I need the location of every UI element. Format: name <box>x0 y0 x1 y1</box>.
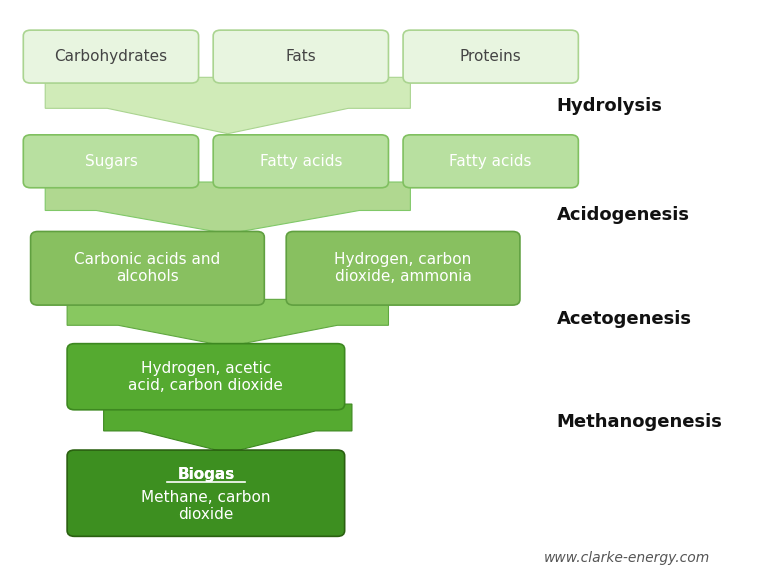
FancyBboxPatch shape <box>30 231 265 305</box>
Text: Methanogenesis: Methanogenesis <box>556 413 722 431</box>
Text: Methane, carbon
dioxide: Methane, carbon dioxide <box>141 490 271 522</box>
Text: Hydrolysis: Hydrolysis <box>556 97 662 115</box>
Text: www.clarke-energy.com: www.clarke-energy.com <box>543 551 709 565</box>
FancyBboxPatch shape <box>67 450 345 536</box>
FancyBboxPatch shape <box>403 135 578 188</box>
Text: Carbohydrates: Carbohydrates <box>55 49 168 64</box>
Polygon shape <box>67 299 388 347</box>
Text: Acetogenesis: Acetogenesis <box>556 310 691 328</box>
Text: Hydrogen, acetic
acid, carbon dioxide: Hydrogen, acetic acid, carbon dioxide <box>128 361 283 393</box>
Polygon shape <box>104 404 352 453</box>
Text: Fats: Fats <box>286 49 316 64</box>
FancyBboxPatch shape <box>213 30 388 83</box>
Text: Proteins: Proteins <box>460 49 522 64</box>
FancyBboxPatch shape <box>23 30 199 83</box>
Text: Carbonic acids and
alcohols: Carbonic acids and alcohols <box>74 252 221 284</box>
FancyBboxPatch shape <box>213 135 388 188</box>
Polygon shape <box>45 182 410 234</box>
FancyBboxPatch shape <box>403 30 578 83</box>
Text: Sugars: Sugars <box>84 154 137 169</box>
Polygon shape <box>45 77 410 134</box>
Text: Biogas: Biogas <box>177 466 234 481</box>
Text: Biogas: Biogas <box>177 466 234 481</box>
FancyBboxPatch shape <box>23 135 199 188</box>
FancyBboxPatch shape <box>287 231 520 305</box>
Text: Acidogenesis: Acidogenesis <box>556 206 690 224</box>
FancyBboxPatch shape <box>67 344 345 410</box>
Text: Fatty acids: Fatty acids <box>449 154 532 169</box>
Text: Hydrogen, carbon
dioxide, ammonia: Hydrogen, carbon dioxide, ammonia <box>334 252 471 284</box>
Text: Fatty acids: Fatty acids <box>259 154 342 169</box>
